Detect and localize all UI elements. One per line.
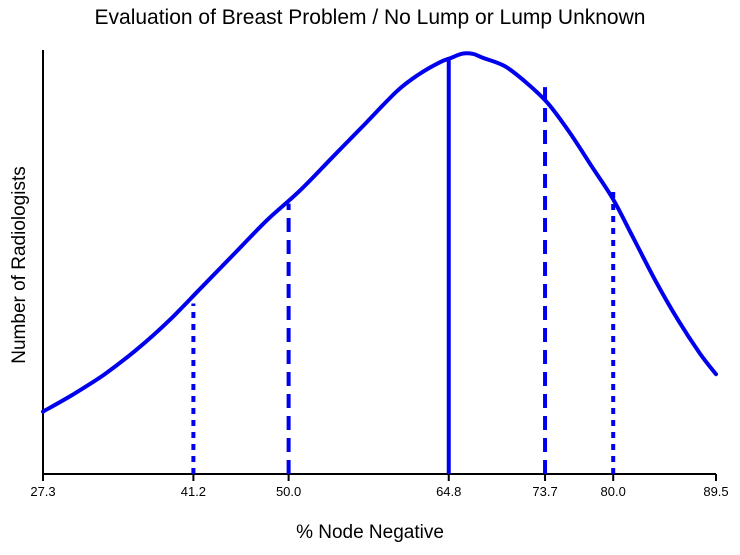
chart-title: Evaluation of Breast Problem / No Lump o… [94, 6, 646, 29]
x-tick-label: 73.7 [532, 484, 557, 499]
axes [42, 50, 716, 475]
x-tick-label: 50.0 [276, 484, 301, 499]
y-axis-label: Number of Radiologists [9, 166, 30, 364]
curve-group [41, 51, 718, 414]
x-tick-label: 41.2 [181, 484, 206, 499]
x-tick-label: 89.5 [703, 484, 728, 499]
x-ticks: 27.3 41.2 50.0 64.8 73.7 80.0 89.5 [30, 474, 729, 499]
x-tick-label: 64.8 [436, 484, 461, 499]
marker-lines [191, 58, 616, 474]
x-tick-label: 27.3 [30, 484, 55, 499]
distribution-curve [41, 51, 718, 414]
x-tick-label: 80.0 [601, 484, 626, 499]
x-axis-label: % Node Negative [296, 522, 444, 543]
